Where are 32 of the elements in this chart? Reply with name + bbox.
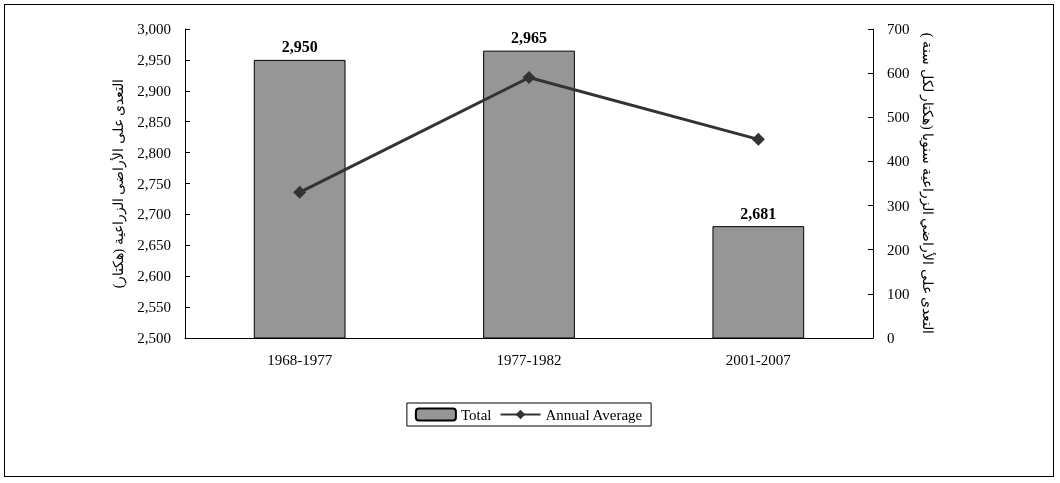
y-tick-label: 2,950 — [137, 51, 171, 68]
y2-tick-label: 200 — [887, 241, 910, 258]
point — [751, 132, 765, 146]
point — [293, 185, 307, 199]
y-tick-label: 2,500 — [137, 330, 171, 346]
y-tick-label: 2,800 — [137, 144, 171, 161]
data-label: 2,965 — [511, 29, 547, 47]
point — [522, 71, 536, 85]
legend-label: Annual Average — [545, 406, 643, 423]
y-tick-label: 2,650 — [137, 237, 171, 254]
y-tick-label: 2,550 — [137, 299, 171, 316]
y-tick-label: 3,000 — [137, 21, 171, 37]
y-tick-label: 2,750 — [137, 175, 171, 192]
x-tick-label: 1968-1977 — [267, 351, 333, 368]
y-tick-label: 2,600 — [137, 268, 171, 285]
y2-tick-label: 500 — [887, 109, 910, 126]
y2-tick-label: 100 — [887, 285, 910, 302]
data-label: 2,950 — [281, 38, 318, 56]
x-tick-label: 1977-1982 — [496, 351, 562, 368]
x-tick-label: 2001-2007 — [725, 351, 792, 368]
y2-tick-label: 700 — [887, 21, 910, 37]
data-label: 2,681 — [740, 204, 777, 222]
y2-tick-label: 300 — [887, 197, 910, 214]
y2-tick-label: 600 — [887, 65, 910, 82]
y2-axis-title: التعدى على الأراضي الزراعية سنويا (هكتار لكل سنة ) — [918, 32, 937, 335]
y2-tick-label: 0 — [887, 330, 895, 346]
y-tick-label: 2,850 — [137, 113, 171, 130]
y-tick-label: 2,700 — [137, 206, 171, 223]
y2-tick-label: 400 — [887, 153, 910, 170]
y-tick-label: 2,900 — [137, 82, 171, 99]
y-axis-title: التعدى على الأراضى الزراعية (هكتار) — [108, 78, 127, 289]
legend-label: Total — [460, 406, 492, 423]
